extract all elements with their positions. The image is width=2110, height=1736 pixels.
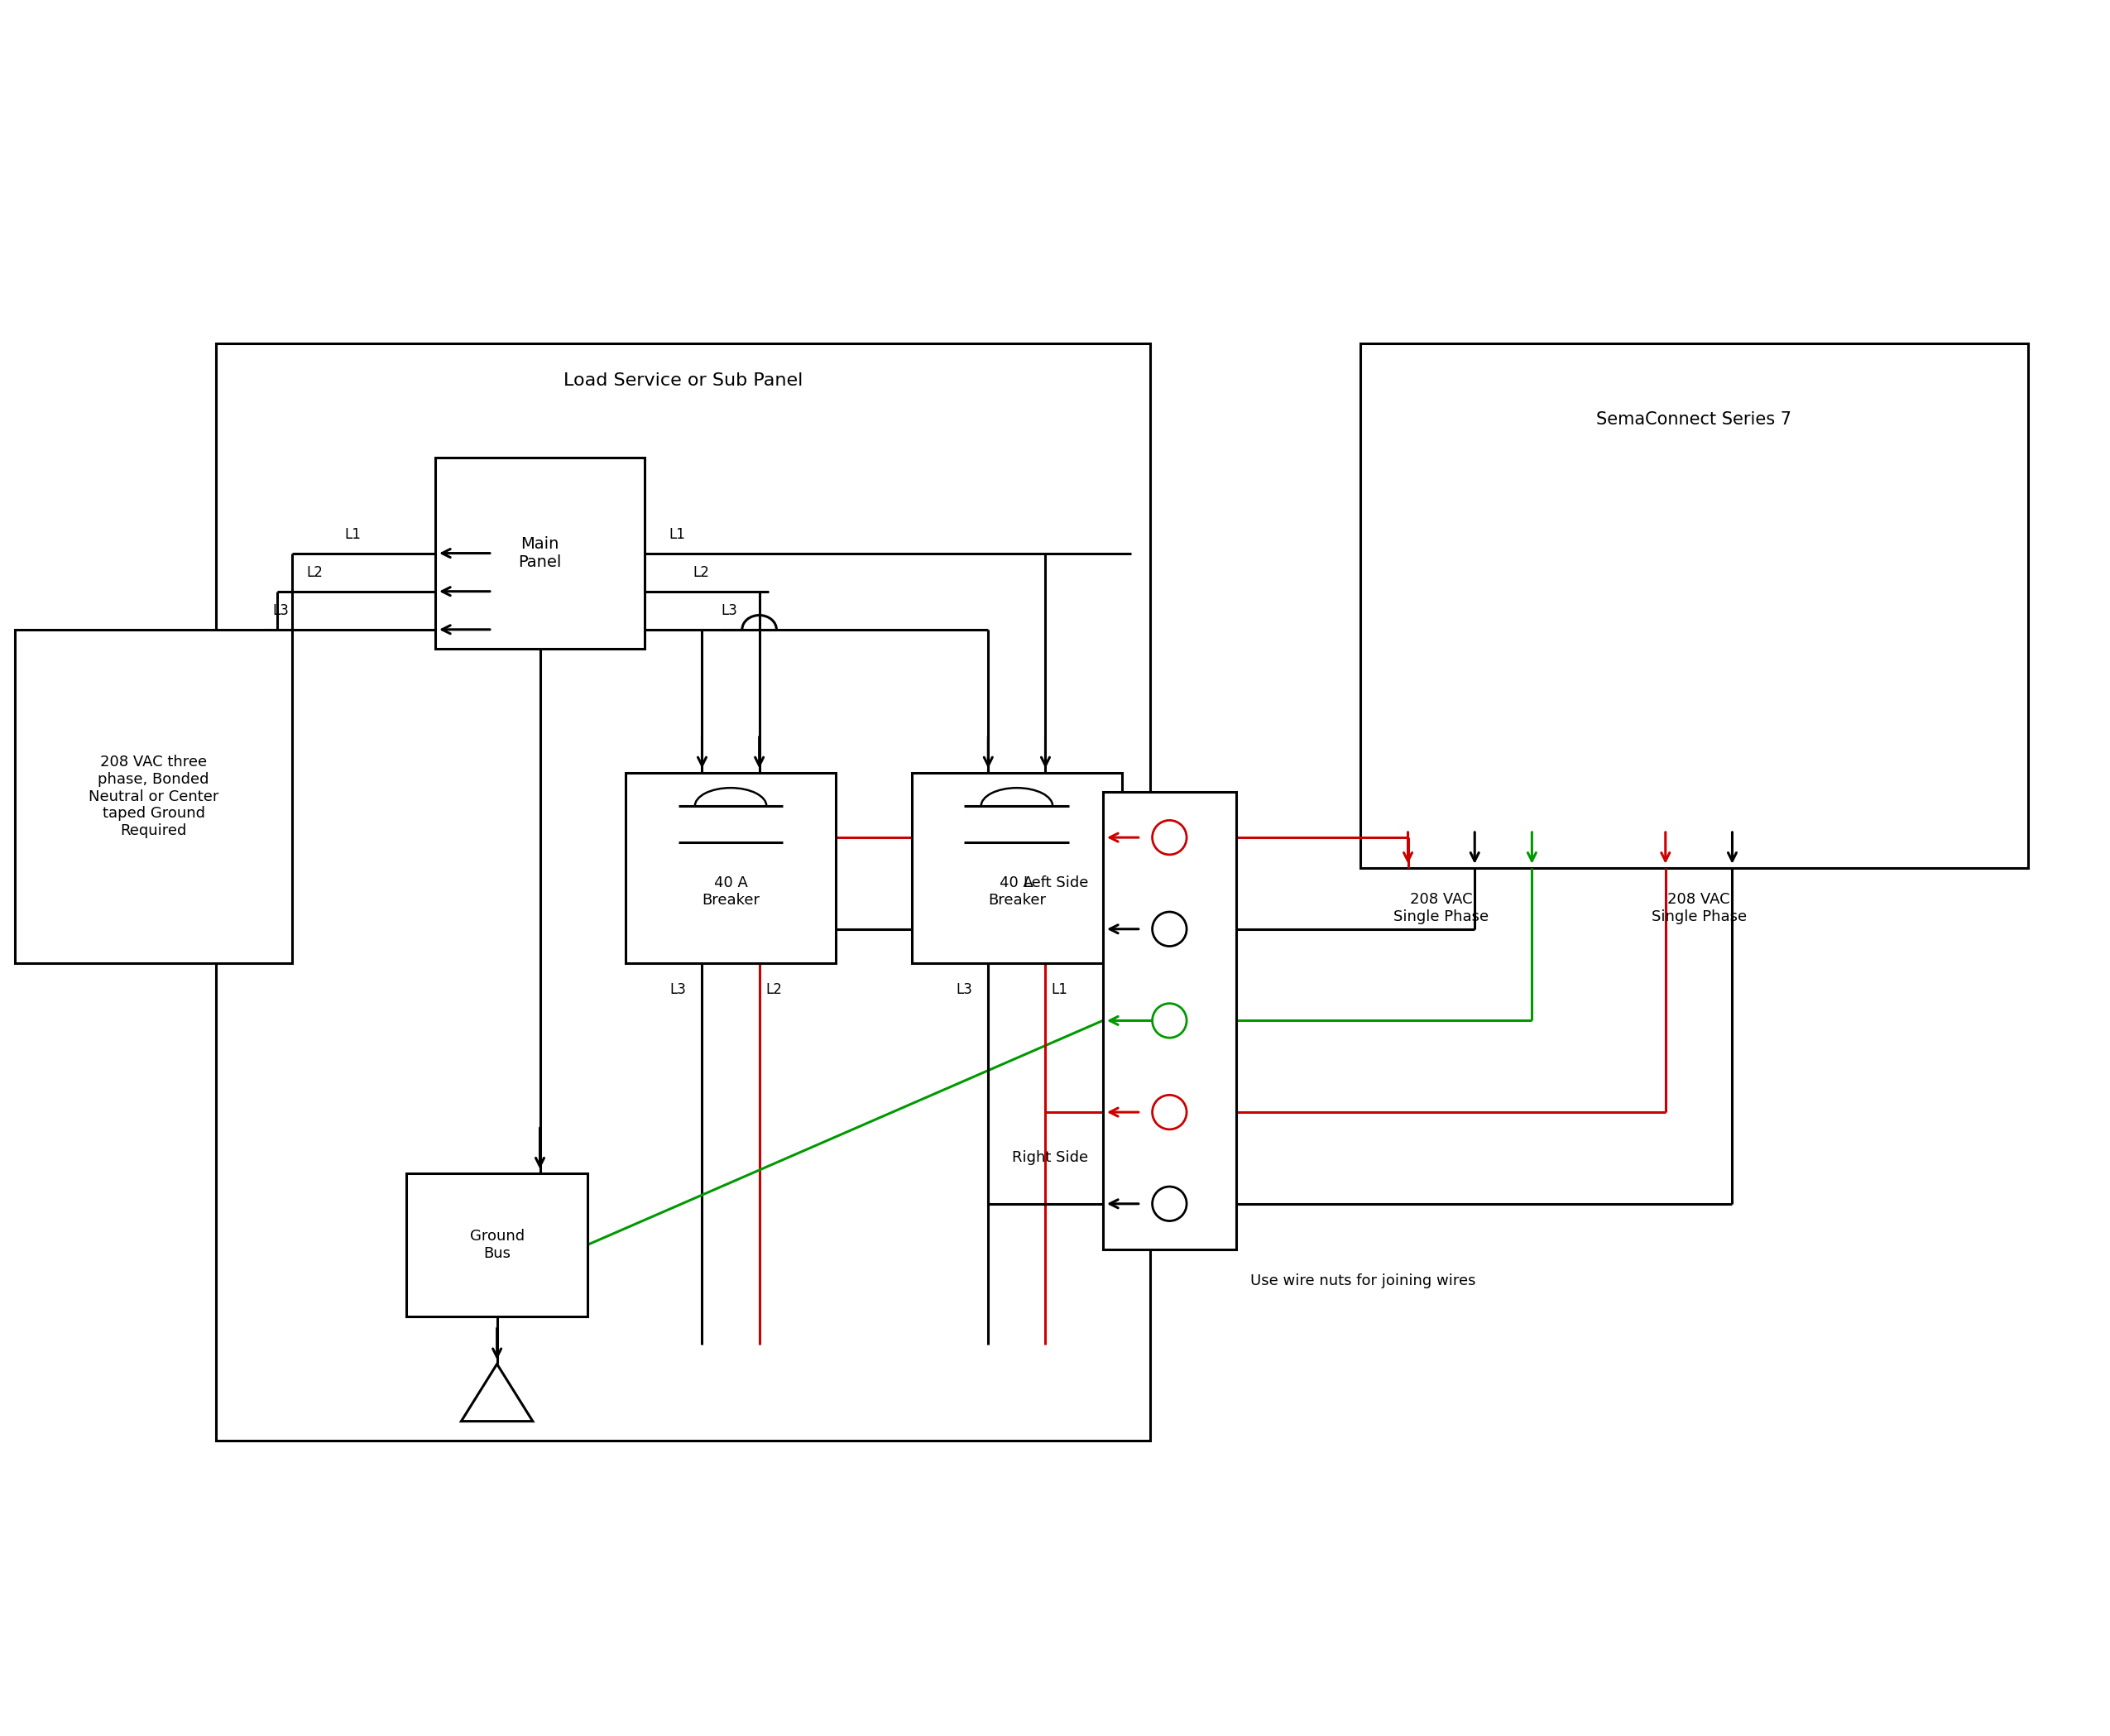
Text: Ground
Bus: Ground Bus: [471, 1229, 525, 1260]
FancyBboxPatch shape: [1104, 792, 1236, 1250]
Text: 40 A
Breaker: 40 A Breaker: [703, 875, 760, 908]
Text: 208 VAC three
phase, Bonded
Neutral or Center
taped Ground
Required: 208 VAC three phase, Bonded Neutral or C…: [89, 755, 219, 838]
Circle shape: [1152, 1003, 1186, 1038]
Text: L3: L3: [956, 983, 973, 998]
FancyBboxPatch shape: [15, 630, 291, 963]
Text: L1: L1: [344, 528, 361, 542]
FancyBboxPatch shape: [435, 458, 646, 649]
FancyBboxPatch shape: [912, 773, 1123, 963]
Text: L3: L3: [272, 602, 289, 618]
Text: L3: L3: [722, 602, 738, 618]
Text: Left Side: Left Side: [1023, 877, 1089, 891]
FancyBboxPatch shape: [627, 773, 836, 963]
Text: SemaConnect Series 7: SemaConnect Series 7: [1597, 411, 1791, 429]
Circle shape: [1152, 1187, 1186, 1220]
FancyBboxPatch shape: [407, 1174, 587, 1316]
Text: Use wire nuts for joining wires: Use wire nuts for joining wires: [1251, 1274, 1477, 1288]
Text: L2: L2: [692, 564, 709, 580]
Text: L1: L1: [669, 528, 686, 542]
Text: L2: L2: [766, 983, 783, 998]
Circle shape: [1152, 911, 1186, 946]
Circle shape: [1152, 1095, 1186, 1130]
Text: 208 VAC
Single Phase: 208 VAC Single Phase: [1652, 892, 1747, 924]
Text: L3: L3: [671, 983, 686, 998]
Text: L2: L2: [306, 564, 323, 580]
Text: Main
Panel: Main Panel: [519, 536, 561, 569]
Text: Right Side: Right Side: [1013, 1151, 1089, 1165]
Text: 208 VAC
Single Phase: 208 VAC Single Phase: [1395, 892, 1490, 924]
Text: Load Service or Sub Panel: Load Service or Sub Panel: [563, 372, 802, 389]
Text: 40 A
Breaker: 40 A Breaker: [987, 875, 1047, 908]
Circle shape: [1152, 821, 1186, 854]
Text: L1: L1: [1051, 983, 1068, 998]
